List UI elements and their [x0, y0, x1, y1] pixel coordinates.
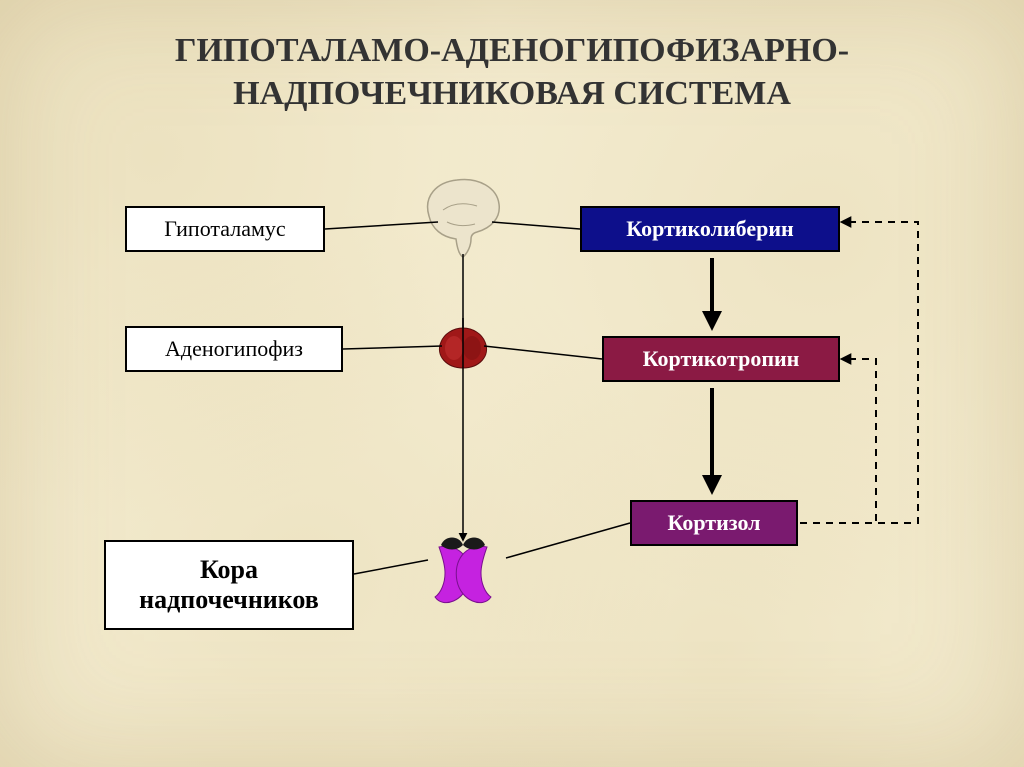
- label-adrenal-cortex-text: Кора надпочечников: [114, 555, 344, 615]
- label-cortisol: Кортизол: [630, 500, 798, 546]
- brain-icon: [428, 180, 500, 257]
- label-corticoliberin: Кортиколиберин: [580, 206, 840, 252]
- slide: ГИПОТАЛАМО-АДЕНОГИПОФИЗАРНО- НАДПОЧЕЧНИК…: [0, 0, 1024, 767]
- title-line-2: НАДПОЧЕЧНИКОВАЯ СИСТЕМА: [233, 75, 791, 112]
- label-adenohypophysis: Аденогипофиз: [125, 326, 343, 372]
- diagram-svg: [0, 0, 1024, 767]
- label-corticotropin: Кортикотропин: [602, 336, 840, 382]
- label-adenohypophysis-text: Аденогипофиз: [165, 336, 303, 362]
- label-cortisol-text: Кортизол: [667, 510, 760, 536]
- connector-lines: [325, 222, 630, 574]
- kidneys-icon: [435, 538, 491, 603]
- pituitary-icon: [439, 318, 486, 368]
- title-line-1: ГИПОТАЛАМО-АДЕНОГИПОФИЗАРНО-: [175, 32, 849, 69]
- label-corticotropin-text: Кортикотропин: [643, 346, 800, 372]
- label-hypothalamus: Гипоталамус: [125, 206, 325, 252]
- label-corticoliberin-text: Кортиколиберин: [626, 216, 793, 242]
- label-hypothalamus-text: Гипоталамус: [164, 216, 285, 242]
- label-adrenal-cortex: Кора надпочечников: [104, 540, 354, 630]
- page-title: ГИПОТАЛАМО-АДЕНОГИПОФИЗАРНО- НАДПОЧЕЧНИК…: [0, 30, 1024, 115]
